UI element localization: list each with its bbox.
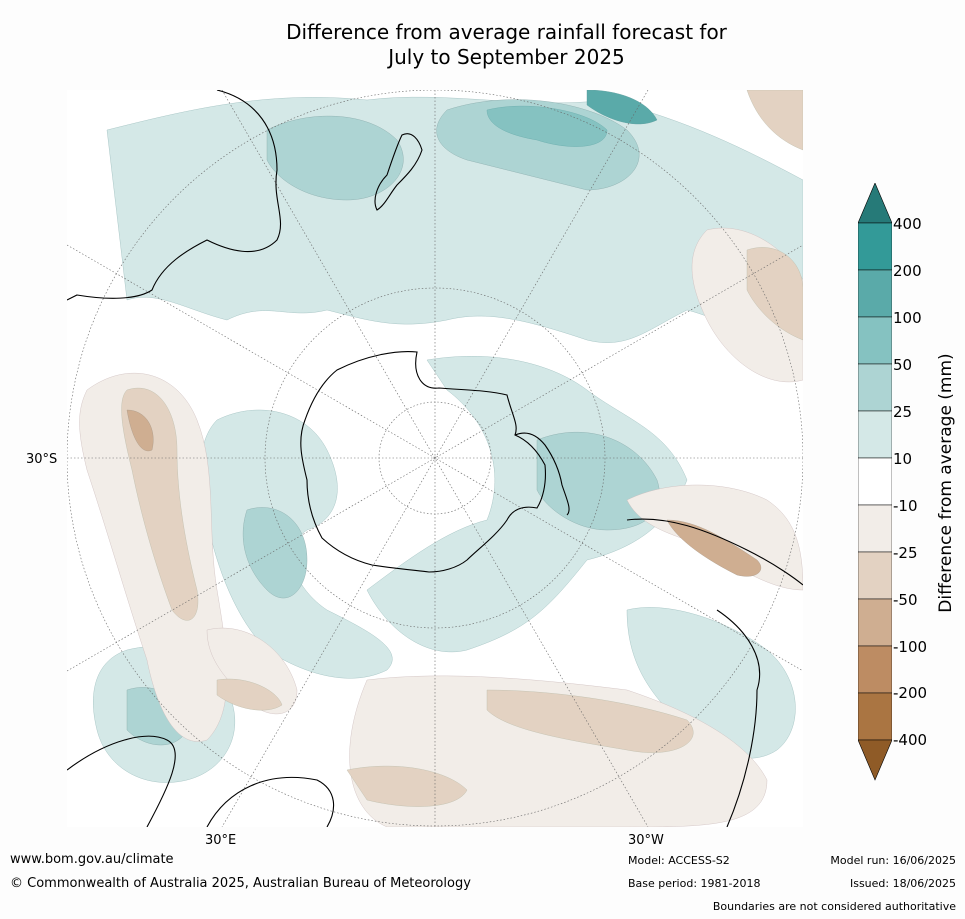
base-period: Base period: 1981-2018 — [628, 877, 761, 890]
anomaly-minus25-minus50-south — [486, 689, 694, 753]
map-title-line2: July to September 2025 — [388, 45, 625, 69]
colorbar-tick-100: 100 — [893, 309, 922, 327]
copyright-text: © Commonwealth of Australia 2025, Austra… — [10, 876, 471, 891]
colorbar-tick-10: 10 — [893, 450, 913, 468]
colorbar-band-minus200-minus100 — [858, 645, 892, 694]
model-run-date: Model run: 16/06/2025 — [830, 854, 956, 867]
colorbar-band-minus100-minus50 — [858, 598, 892, 647]
anomaly-minus25-minus50-southwest — [216, 678, 283, 711]
anomaly-minus10-minus25-southwest — [206, 627, 298, 714]
boundaries-disclaimer: Boundaries are not considered authoritat… — [712, 900, 956, 913]
colorbar-band-100-200 — [858, 269, 892, 318]
latitude-circle-45s — [264, 287, 606, 629]
anomaly-minus50-minus100-southamerica — [666, 519, 762, 577]
coastlines — [67, 90, 803, 827]
colorbar-band-200-400 — [858, 222, 892, 271]
map-title: Difference from average rainfall forecas… — [0, 20, 965, 70]
longitude-label-30w: 30°W — [628, 833, 664, 848]
colorbar-title: Difference from average (mm) — [936, 353, 956, 613]
longitude-label-30e: 30°E — [205, 833, 237, 848]
colorbar-tick-minus10: -10 — [893, 497, 918, 515]
colorbar-tick-50: 50 — [893, 356, 913, 374]
latitude-label-30s: 30°S — [26, 452, 58, 467]
colorbar-band-50-100 — [858, 316, 892, 365]
anomaly-100-200-north — [586, 90, 658, 125]
anomaly-minus10-minus25-west — [79, 372, 228, 742]
negative-anomaly-regions — [79, 90, 803, 827]
colorbar-over-arrow — [858, 183, 892, 224]
colorbar-tick-minus200: -200 — [893, 684, 928, 702]
colorbar-under-arrow — [858, 739, 892, 781]
anomaly-25-50-west — [242, 507, 308, 599]
colorbar-band-minus10-10 — [858, 457, 892, 506]
colorbar-band-minus50-minus25 — [858, 551, 892, 600]
anomaly-25-50-north — [266, 115, 404, 201]
website-link[interactable]: www.bom.gov.au/climate — [10, 852, 174, 867]
colorbar-tick-minus25: -25 — [893, 544, 918, 562]
colorbar-tick-400: 400 — [893, 215, 922, 233]
antarctic-peninsula-coastline — [514, 432, 570, 516]
rainfall-anomaly-map — [67, 90, 803, 827]
map-canvas — [67, 90, 803, 827]
colorbar-tick-minus50: -50 — [893, 591, 918, 609]
australia-coastline — [67, 90, 282, 301]
anomaly-50-100-northeast — [486, 105, 608, 147]
anomaly-10-25-antarctic-east — [366, 356, 688, 653]
colorbar — [858, 183, 892, 781]
new-zealand-coastline — [374, 133, 423, 211]
antarctica-coastline — [300, 351, 546, 573]
model-name: Model: ACCESS-S2 — [628, 854, 730, 867]
anomaly-minus25-minus50-east — [746, 247, 803, 341]
south-america-coastline — [626, 518, 803, 827]
colorbar-tick-minus100: -100 — [893, 638, 928, 656]
colorbar-band-10-25 — [858, 410, 892, 459]
colorbar-tick-minus400: -400 — [893, 731, 928, 749]
anomaly-10-25-southeast — [626, 607, 796, 759]
colorbar-band-25-50 — [858, 363, 892, 412]
graticule — [67, 90, 803, 827]
colorbar-band-minus400-minus200 — [858, 692, 892, 741]
positive-anomaly-regions — [93, 90, 803, 783]
issued-date: Issued: 18/06/2025 — [849, 877, 956, 890]
colorbar-tick-200: 200 — [893, 262, 922, 280]
anomaly-minus25-minus50-northeast — [746, 90, 803, 151]
map-title-line1: Difference from average rainfall forecas… — [286, 20, 727, 44]
anomaly-minus50-minus100-west — [126, 409, 154, 452]
colorbar-band-minus25-minus10 — [858, 504, 892, 553]
anomaly-minus25-minus50-south2 — [346, 765, 468, 807]
africa-coastline — [67, 735, 335, 827]
colorbar-tick-25: 25 — [893, 403, 913, 421]
